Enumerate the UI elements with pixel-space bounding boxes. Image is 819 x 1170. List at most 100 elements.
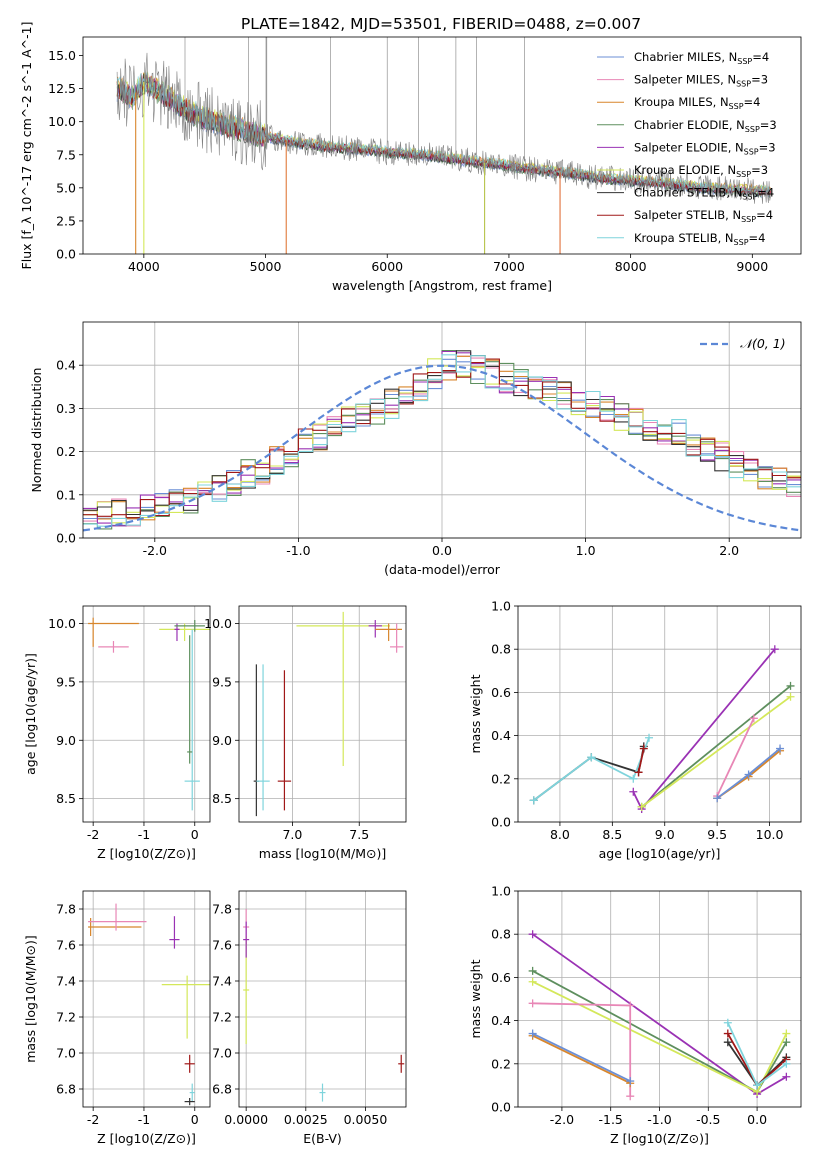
y-axis-label: Flux [f_λ 10^-17 erg cm^-2 s^-1 A^-1]	[19, 22, 34, 270]
data-point	[319, 1083, 326, 1102]
data-point	[169, 916, 180, 949]
legend-entry: Salpeter ELODIE, NSSP=3	[634, 140, 776, 156]
plus-marker	[770, 645, 779, 654]
x-tick-label: 2.0	[719, 543, 739, 558]
x-axis-label: wavelength [Angstrom, rest frame]	[332, 278, 552, 293]
y-tick-label: 0.8	[491, 642, 511, 657]
x-tick-label: 7000	[493, 259, 525, 274]
x-tick-label: 0.0	[432, 543, 452, 558]
plus-marker	[528, 1029, 537, 1038]
plus-marker	[782, 1059, 791, 1068]
x-tick-label: 0.0000	[224, 1112, 268, 1127]
y-tick-label: 0.3	[56, 401, 76, 416]
x-tick-label: -2.0	[550, 1112, 574, 1127]
y-tick-label: 9.5	[56, 674, 76, 689]
data-point	[88, 903, 147, 931]
x-tick-label: -1	[138, 1112, 150, 1127]
y-tick-label: 9.0	[212, 733, 232, 748]
y-tick-label: 7.0	[56, 1046, 76, 1061]
axes-frame	[82, 321, 802, 539]
data-point	[277, 670, 292, 811]
y-tick-label: 0.2	[491, 771, 511, 786]
y-tick-label: 9.5	[212, 674, 232, 689]
legend-entry: Kroupa ELODIE, NSSP=3	[634, 163, 768, 179]
series-line	[637, 748, 645, 773]
legend-entry: 𝒩(0, 1)	[740, 336, 786, 351]
x-tick-label: 0.0050	[344, 1112, 388, 1127]
y-tick-label: 0.4	[56, 358, 76, 373]
y-tick-label: 5.0	[56, 180, 76, 195]
series-line	[716, 717, 755, 797]
y-tick-label: 0.6	[491, 685, 511, 700]
figure-title: PLATE=1842, MJD=53501, FIBERID=0488, z=0…	[241, 15, 641, 33]
y-tick-label: 7.2	[212, 1010, 232, 1025]
data-point	[184, 1054, 195, 1073]
series-line	[533, 746, 645, 802]
x-tick-label: -2.0	[143, 543, 167, 558]
data-point	[184, 1098, 195, 1106]
y-tick-label: 0.1	[56, 487, 76, 502]
plot-area	[116, 37, 771, 254]
axes-frame	[82, 36, 802, 255]
series-line	[641, 695, 792, 808]
plus-marker	[749, 714, 758, 723]
data-point	[174, 620, 205, 632]
y-tick-label: 7.8	[212, 902, 232, 917]
data-point	[187, 635, 193, 764]
histogram-step	[83, 354, 801, 527]
y-tick-label: 7.5	[56, 147, 76, 162]
x-tick-label: 1.0	[576, 543, 596, 558]
data-point	[398, 1054, 405, 1073]
y-tick-label: 7.6	[56, 938, 76, 953]
y-tick-label: 0.8	[491, 927, 511, 942]
y-tick-label: 8.5	[56, 791, 76, 806]
panel-mass_vs_Z: -2 -1 0 6.8 7.0 7.2 7.4 7.6 7.8 Z [log10(Z/Z⊙)] ma…	[23, 890, 211, 1146]
panel-residuals: -2.0 -1.0 0.0 1.0 2.0 0.0 0.1 0.2 0.3 0.4 (data-mo…	[29, 321, 802, 577]
legend-entry: Kroupa MILES, NSSP=4	[634, 95, 760, 111]
panel-age_vs_mass: 7.0 7.5 8.5 9.0 9.5 10.0 mass [log10(M/M⊙)]	[204, 605, 407, 861]
plus-marker	[782, 1038, 791, 1047]
x-tick-label: 4000	[128, 259, 160, 274]
plus-marker	[782, 1072, 791, 1081]
x-axis-label: E(B-V)	[303, 1131, 342, 1146]
data-point	[256, 664, 270, 811]
y-tick-label: 10.0	[204, 616, 232, 631]
y-tick-label: 10.0	[48, 616, 76, 631]
series-line	[533, 737, 650, 802]
data-point	[88, 918, 142, 936]
y-tick-label: 6.8	[56, 1082, 76, 1097]
y-axis-label: mass weight	[468, 674, 483, 753]
plot-area	[243, 909, 405, 1102]
data-point	[98, 641, 129, 653]
legend-entry: Chabrier ELODIE, NSSP=3	[634, 118, 777, 134]
y-tick-label: 0.0	[491, 1100, 511, 1115]
plus-marker	[639, 744, 648, 753]
plus-marker	[528, 930, 537, 939]
axes-frame	[82, 890, 211, 1108]
plus-marker	[528, 977, 537, 986]
data-point	[375, 623, 402, 642]
y-tick-label: 15.0	[48, 48, 76, 63]
legend-entry: Kroupa STELIB, NSSP=4	[634, 231, 765, 247]
legend-entry: Chabrier MILES, NSSP=4	[634, 50, 769, 66]
plus-marker	[723, 1038, 732, 1047]
data-point	[189, 1083, 195, 1102]
data-point	[389, 623, 404, 653]
series-line	[532, 1034, 631, 1085]
plus-marker	[723, 1018, 732, 1027]
plot-area	[528, 930, 791, 1101]
data-point	[161, 975, 210, 1039]
x-axis-label: Z [log10(Z/Z⊙)]	[97, 1131, 196, 1146]
plus-marker	[786, 681, 795, 690]
plus-marker	[634, 768, 643, 777]
legend-entry: Salpeter STELIB, NSSP=4	[634, 208, 773, 224]
y-tick-label: 7.4	[212, 974, 232, 989]
x-axis-label: age [log10(age/yr)]	[599, 846, 721, 861]
y-tick-label: 0.0	[491, 815, 511, 830]
x-tick-label: -2	[87, 1112, 99, 1127]
x-tick-label: 7.5	[349, 827, 369, 842]
plot-area	[253, 611, 404, 817]
plus-marker	[645, 733, 654, 742]
plot-area	[83, 350, 801, 532]
normal-curve	[83, 364, 801, 532]
